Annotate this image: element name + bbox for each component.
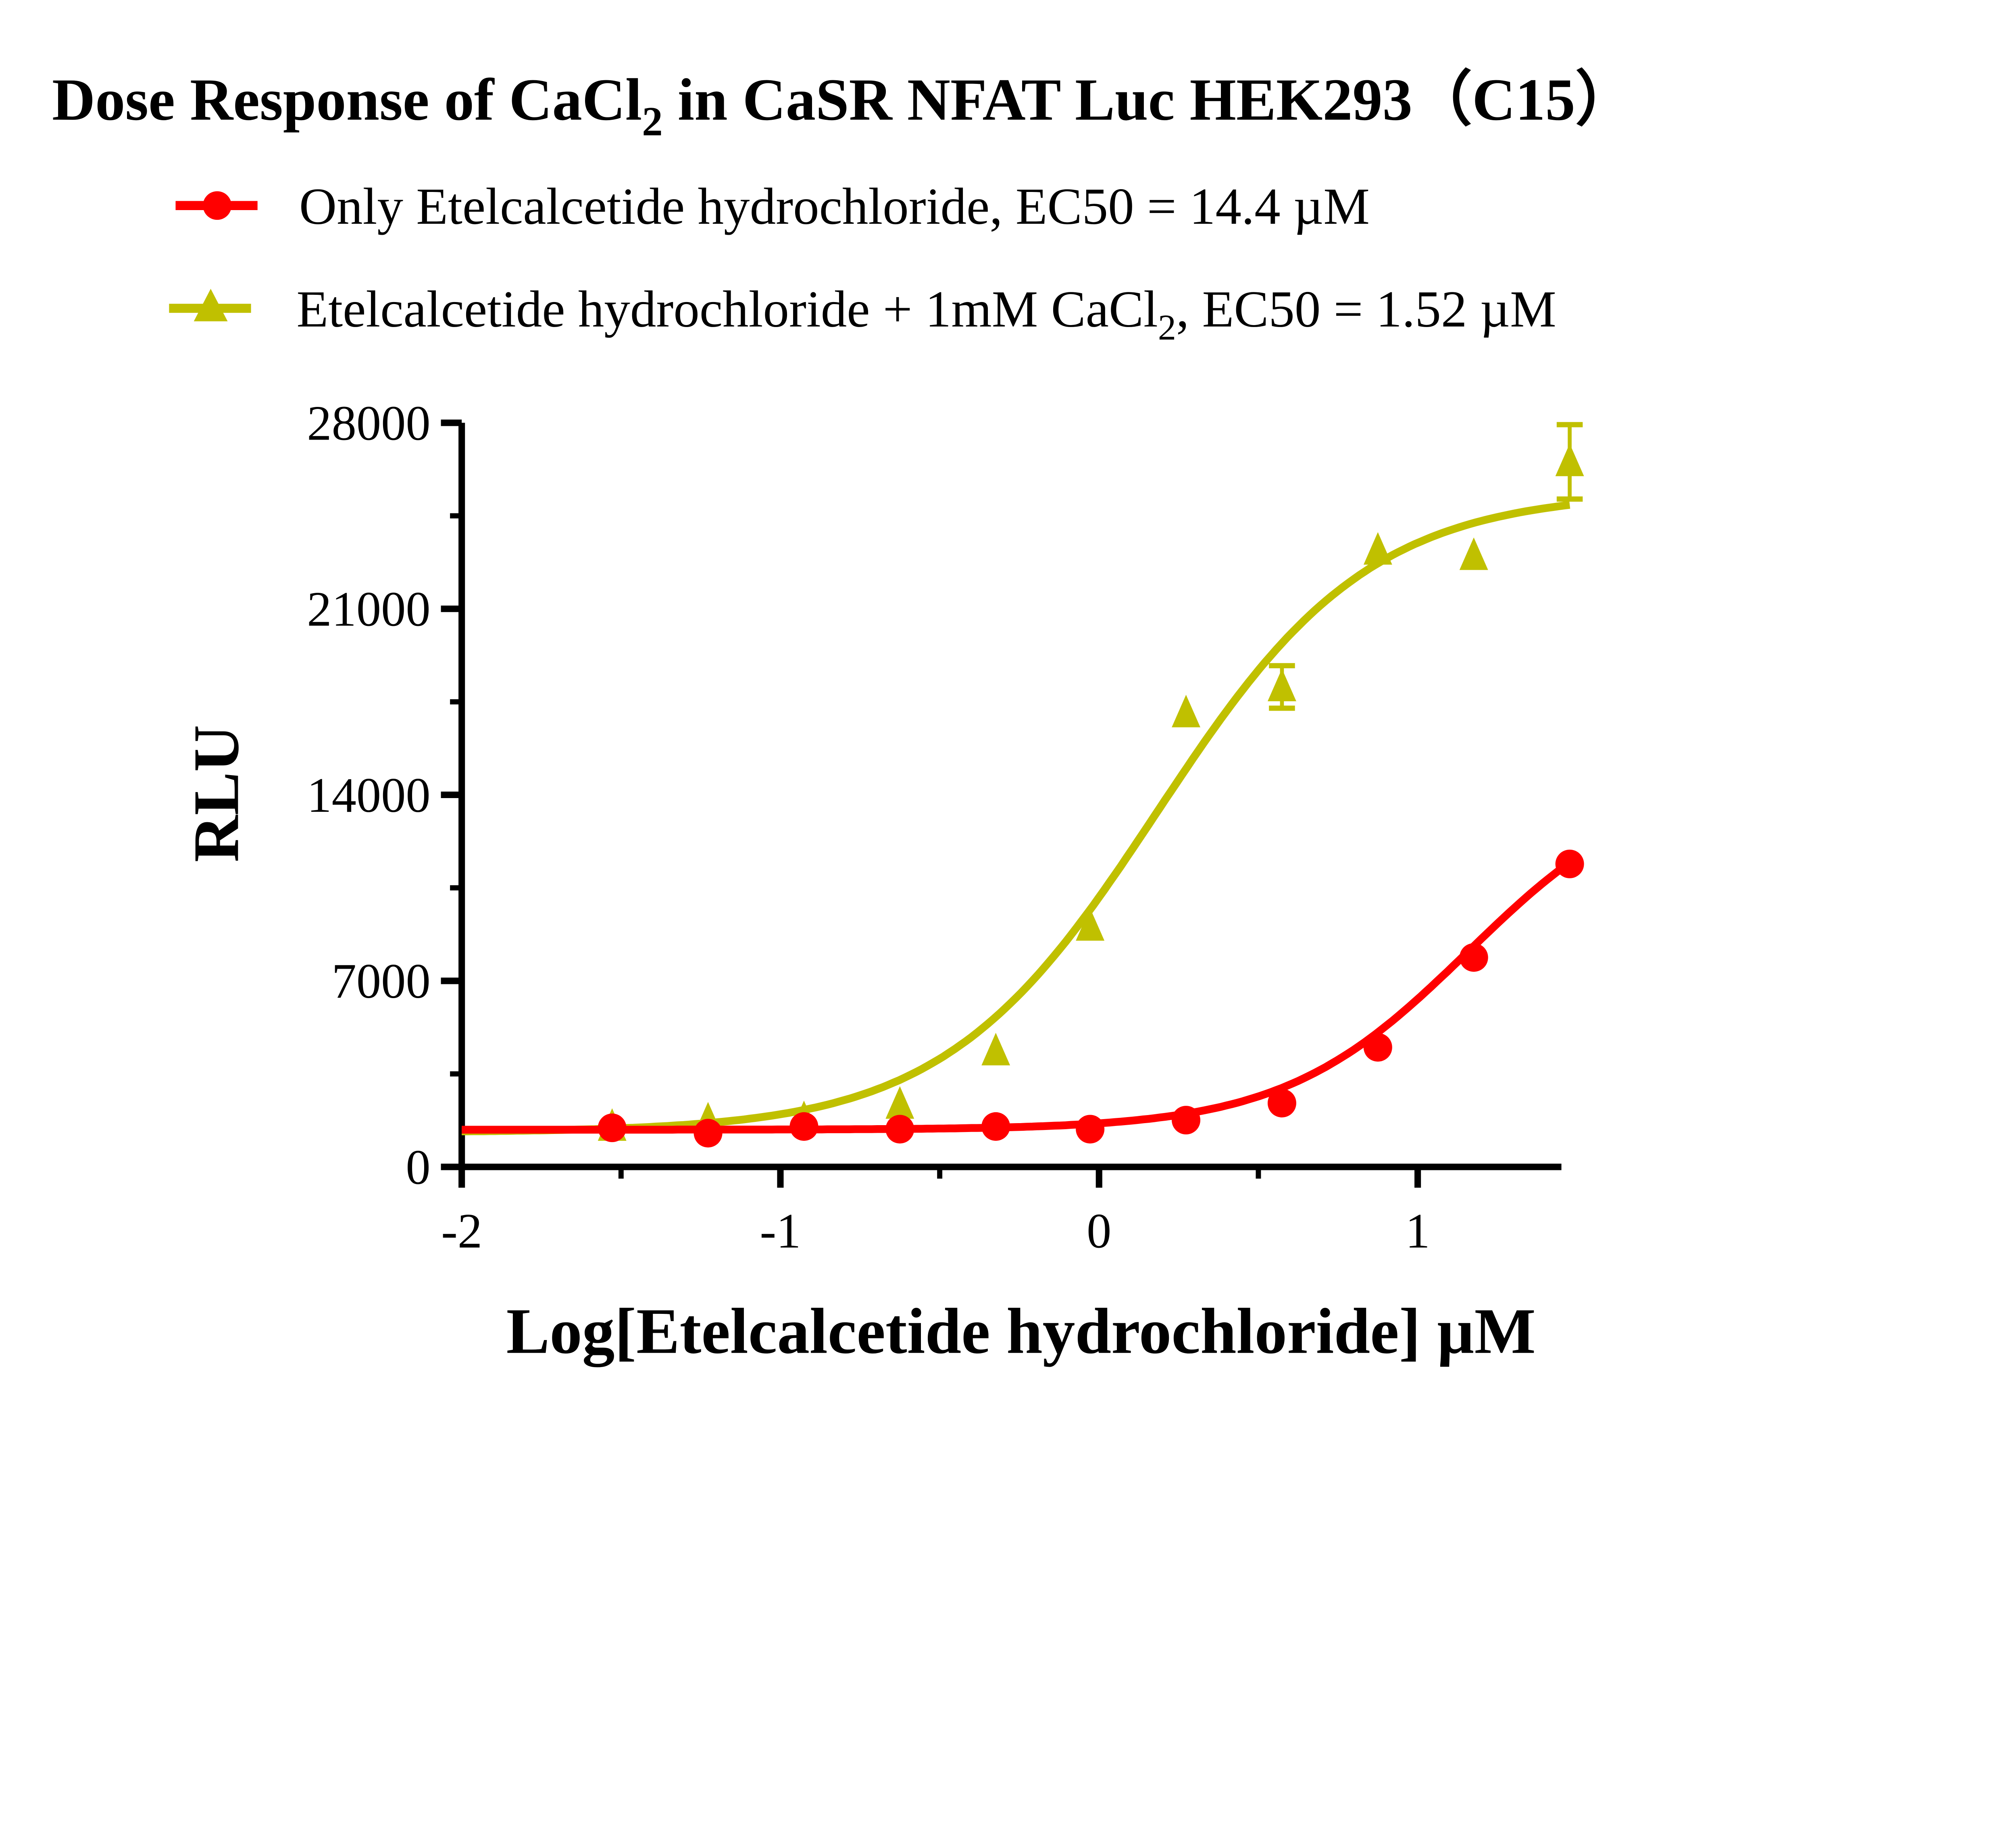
data-point-circle bbox=[598, 1113, 627, 1142]
legend-entry-yellow: Etelcalcetide hydrochloride + 1mM CaCl2,… bbox=[169, 280, 1556, 348]
chart-title: Dose Response of CaCl2 in CaSR NFAT Luc … bbox=[52, 67, 1635, 145]
data-point-circle bbox=[1076, 1115, 1105, 1144]
dose-response-chart: Dose Response of CaCl2 in CaSR NFAT Luc … bbox=[52, 67, 1635, 1368]
x-tick-label: -1 bbox=[760, 1204, 801, 1259]
data-point-circle bbox=[1555, 849, 1584, 878]
fit-curve-circle bbox=[462, 859, 1572, 1134]
x-tick-label: -2 bbox=[441, 1204, 482, 1259]
legend-label-yellow: Etelcalcetide hydrochloride + 1mM CaCl2,… bbox=[296, 280, 1556, 348]
data-point-triangle bbox=[885, 1086, 914, 1119]
data-point-circle bbox=[1363, 1033, 1392, 1062]
y-tick-label: 7000 bbox=[332, 954, 431, 1009]
legend-marker-circle bbox=[203, 191, 232, 220]
legend: Only Etelcalcetide hydrochloride, EC50 =… bbox=[169, 177, 1556, 348]
data-point-circle bbox=[789, 1112, 818, 1141]
fit-curve-triangle bbox=[462, 501, 1570, 1136]
data-point-circle bbox=[885, 1115, 914, 1144]
data-point-circle bbox=[981, 1112, 1010, 1141]
data-point-triangle bbox=[981, 1033, 1010, 1065]
y-tick-label: 28000 bbox=[307, 396, 430, 450]
legend-entry-red: Only Etelcalcetide hydrochloride, EC50 =… bbox=[175, 177, 1370, 235]
legend-marker-triangle bbox=[194, 289, 228, 321]
x-tick-label: 1 bbox=[1405, 1204, 1430, 1259]
data-point-triangle bbox=[1555, 444, 1584, 476]
data-point-circle bbox=[1267, 1088, 1296, 1117]
x-tick-label: 0 bbox=[1087, 1204, 1111, 1259]
data-point-triangle bbox=[1363, 532, 1392, 565]
data-point-triangle bbox=[1267, 669, 1296, 701]
data-point-circle bbox=[1172, 1106, 1201, 1135]
y-tick-label: 21000 bbox=[307, 582, 430, 637]
data-point-circle bbox=[1459, 943, 1488, 972]
data-point-triangle bbox=[1459, 537, 1488, 570]
x-axis-label: Log[Etelcalcetide hydrochloride] µM bbox=[506, 1295, 1536, 1368]
plot-area bbox=[462, 422, 1584, 1148]
data-point-triangle bbox=[1172, 694, 1201, 728]
legend-label-red: Only Etelcalcetide hydrochloride, EC50 =… bbox=[299, 177, 1370, 235]
y-tick-label: 0 bbox=[406, 1140, 430, 1195]
y-tick-label: 14000 bbox=[307, 768, 430, 823]
axes: -2 -1 0 1 0 7000 14000 21000 28000 bbox=[307, 396, 1562, 1259]
y-axis-label: RLU bbox=[180, 725, 252, 862]
data-point-triangle bbox=[1076, 908, 1105, 941]
data-point-circle bbox=[694, 1119, 723, 1148]
